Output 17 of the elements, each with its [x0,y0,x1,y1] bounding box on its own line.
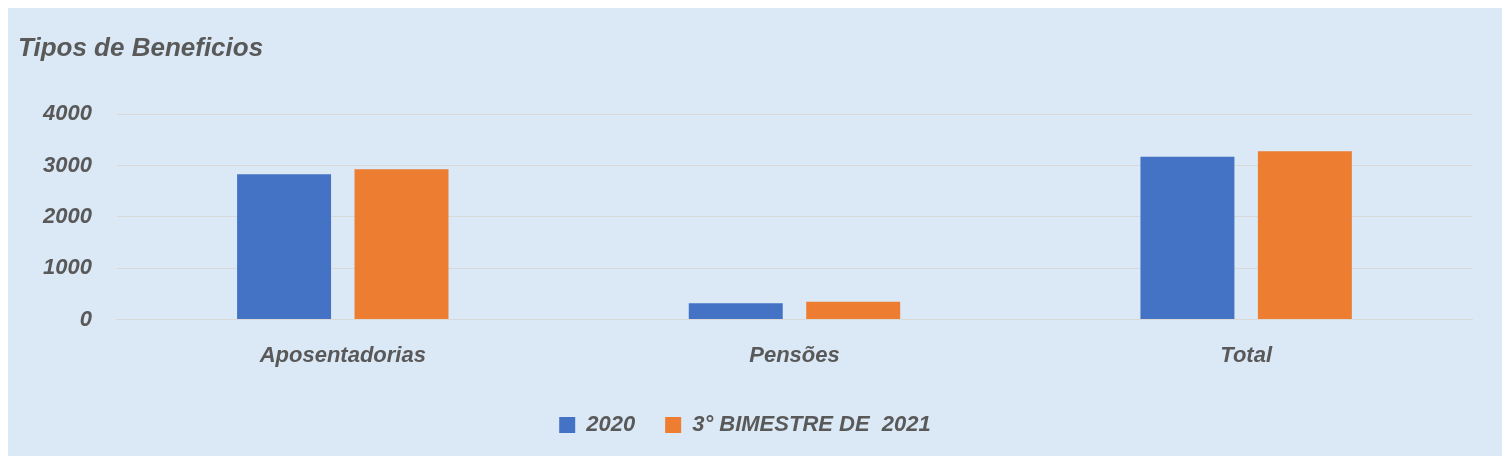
bar [1257,151,1352,320]
y-tick-label: 0 [79,305,93,331]
y-tick-label: 2000 [41,202,93,228]
bar [1140,156,1235,320]
chart-title: Tipos de Beneficios [18,31,264,62]
legend-label: 2020 [585,411,636,437]
x-tick-label: Total [1220,341,1273,367]
bar [806,301,901,320]
legend-label: 3° BIMESTRE DE 2021 [692,411,931,437]
bar [688,303,783,320]
x-tick-label: Pensões [749,341,840,367]
bar [354,169,449,320]
bar [237,174,332,320]
y-tick-label: 1000 [42,254,93,280]
y-tick-label: 4000 [41,100,93,126]
x-tick-label: Aposentadorias [258,341,426,367]
y-tick-label: 3000 [42,151,93,177]
